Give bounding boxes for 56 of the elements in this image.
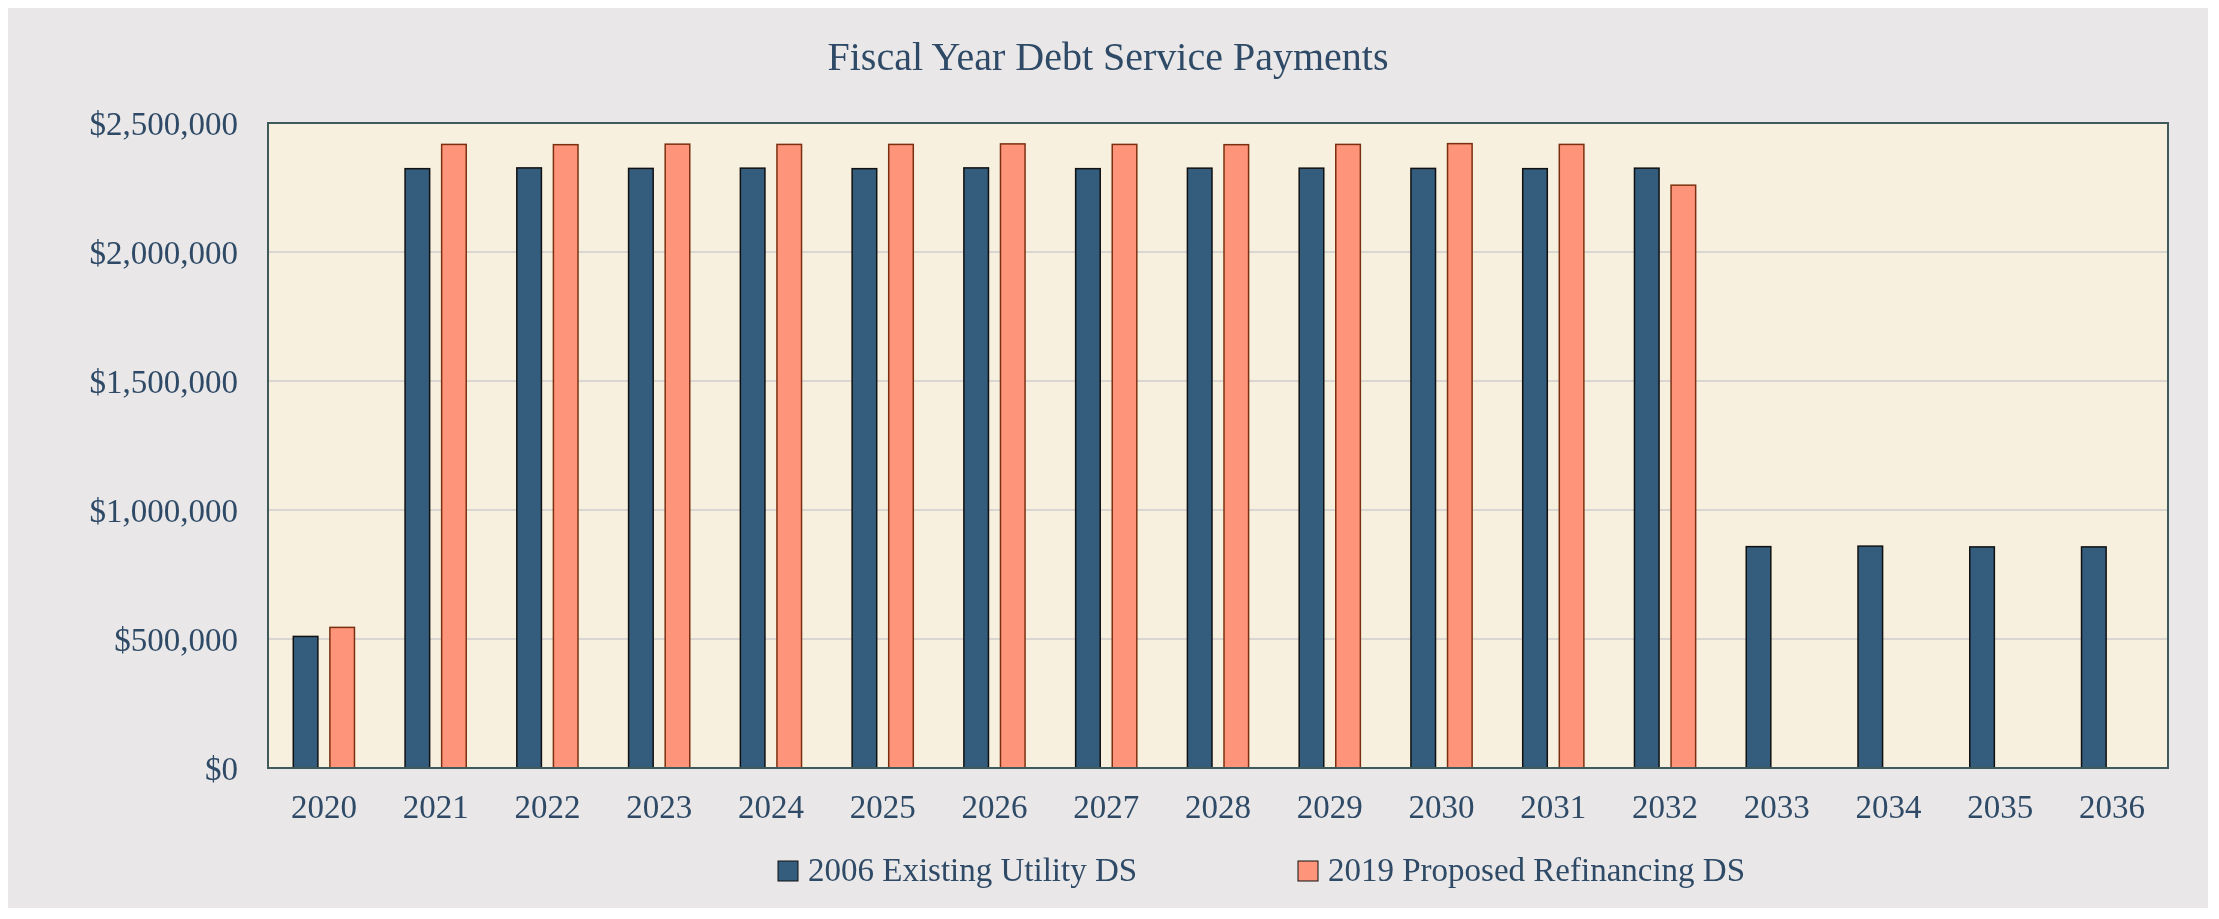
bar xyxy=(1633,167,1660,769)
x-tick-label: 2035 xyxy=(1967,789,2034,825)
y-tick-label: $1,000,000 xyxy=(89,492,238,529)
bar xyxy=(887,143,915,769)
bar xyxy=(1521,167,1549,769)
bar xyxy=(1670,184,1697,769)
legend-label: 2006 Existing Utility DS xyxy=(808,852,1138,888)
x-tick-label: 2024 xyxy=(737,789,804,825)
chart-title: Fiscal Year Debt Service Payments xyxy=(827,34,1389,79)
x-tick-label: 2033 xyxy=(1743,789,1810,825)
bar xyxy=(664,143,691,769)
x-tick-label: 2029 xyxy=(1296,789,1363,825)
bar xyxy=(329,626,356,769)
bar xyxy=(1446,142,1473,769)
bar xyxy=(1745,545,1772,769)
bar xyxy=(1223,143,1250,769)
bar xyxy=(552,143,579,769)
x-tick-label: 2028 xyxy=(1185,789,1251,825)
bar xyxy=(999,143,1026,769)
bar xyxy=(739,167,766,769)
x-tick-label: 2034 xyxy=(1855,789,1922,825)
bar xyxy=(1111,143,1138,769)
bar xyxy=(1410,167,1437,769)
bar xyxy=(292,635,319,769)
bar xyxy=(776,143,803,769)
y-tick-label: $1,500,000 xyxy=(89,363,238,400)
x-tick-label: 2022 xyxy=(514,789,581,825)
x-tick-label: 2025 xyxy=(849,789,916,825)
x-tick-label: 2030 xyxy=(1408,789,1475,825)
legend-label: 2019 Proposed Refinancing DS xyxy=(1328,852,1746,888)
x-tick-label: 2020 xyxy=(290,789,357,825)
bar xyxy=(1857,545,1884,769)
y-tick-label: $500,000 xyxy=(114,621,238,658)
x-tick-label: 2026 xyxy=(961,789,1028,825)
bar xyxy=(851,167,878,769)
x-tick-label: 2023 xyxy=(626,789,693,825)
x-tick-label: 2027 xyxy=(1073,789,1140,825)
bar xyxy=(440,143,467,769)
bar xyxy=(404,167,431,769)
bar xyxy=(1335,143,1362,769)
x-tick-label: 2031 xyxy=(1520,789,1587,825)
x-tick-label: 2032 xyxy=(1632,789,1699,825)
y-tick-label: $2,500,000 xyxy=(89,105,238,142)
bar xyxy=(1074,167,1101,769)
bar xyxy=(627,167,654,769)
x-tick-label: 2021 xyxy=(402,789,469,825)
y-tick-label: $2,000,000 xyxy=(89,234,238,271)
y-tick-label: $0 xyxy=(205,750,238,787)
bar xyxy=(1969,546,1996,769)
bar xyxy=(1558,143,1585,769)
x-tick-label: 2036 xyxy=(2079,789,2146,825)
bar xyxy=(963,167,990,769)
bar xyxy=(1298,167,1325,769)
bar xyxy=(2080,546,2107,769)
bar xyxy=(516,167,543,769)
bar xyxy=(1186,167,1213,769)
